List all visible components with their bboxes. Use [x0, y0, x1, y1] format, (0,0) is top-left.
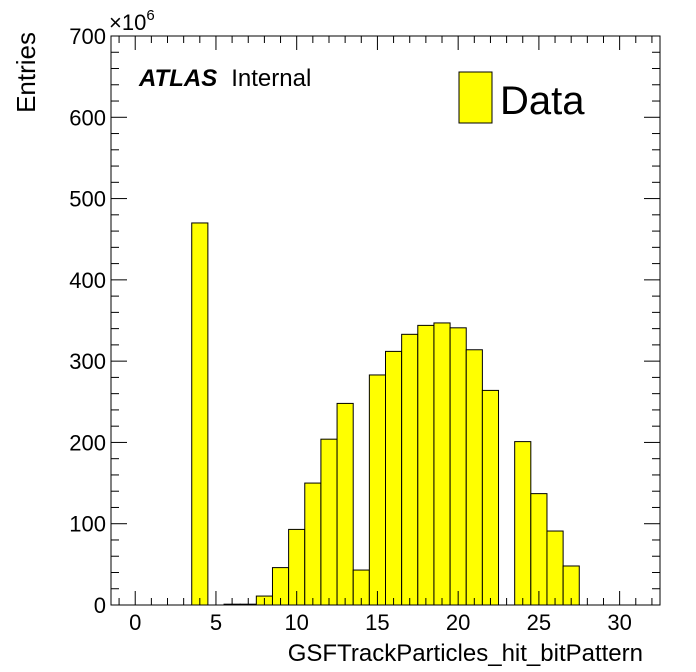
- legend: Data: [458, 71, 585, 124]
- x-tick-label: 0: [129, 610, 141, 635]
- histogram-bar: [417, 324, 435, 606]
- histogram-bar: [336, 402, 354, 606]
- histogram-bar: [385, 350, 403, 606]
- x-axis-title: GSFTrackParticles_hit_bitPattern: [288, 640, 643, 667]
- x-tick-label: 10: [284, 610, 308, 635]
- histogram-bars: [191, 222, 580, 606]
- x-axis: 0 5 10 15 20 25 30: [118, 36, 653, 635]
- y-tick-label: 500: [69, 187, 106, 212]
- y-tick-label: 700: [69, 24, 106, 49]
- histogram-bar: [514, 441, 532, 606]
- histogram-bar: [304, 482, 322, 606]
- y-tick-label: 600: [69, 105, 106, 130]
- histogram-bar: [481, 389, 500, 606]
- y-tick-label: 400: [69, 268, 106, 293]
- histogram-bar: [320, 438, 338, 606]
- legend-swatch: [458, 71, 493, 124]
- x-tick-label: 30: [607, 610, 631, 635]
- histogram-bar: [433, 322, 451, 606]
- histogram-bar: [191, 222, 209, 606]
- histogram-bar: [546, 530, 564, 606]
- y-tick-label: 100: [69, 512, 106, 537]
- x-tick-label: 15: [365, 610, 389, 635]
- histogram-bar: [368, 374, 386, 606]
- legend-label: Data: [500, 79, 585, 123]
- plot-frame: [110, 35, 661, 606]
- y-tick-label: 300: [69, 349, 106, 374]
- histogram-bar: [465, 349, 483, 606]
- histogram-bar: [530, 493, 548, 606]
- y-axis: 0 100 200 300 400 500 600 700: [69, 24, 660, 618]
- x-tick-label: 5: [210, 610, 222, 635]
- x-tick-label: 25: [527, 610, 551, 635]
- y-axis-title: Entries: [11, 32, 41, 113]
- histogram-bar: [401, 333, 419, 606]
- y-multiplier-label: ×106: [109, 7, 155, 35]
- y-tick-label: 200: [69, 430, 106, 455]
- atlas-label: ATLAS Internal: [138, 65, 311, 92]
- histogram-bar: [449, 327, 467, 606]
- y-tick-label: 0: [94, 593, 106, 618]
- x-tick-label: 20: [446, 610, 470, 635]
